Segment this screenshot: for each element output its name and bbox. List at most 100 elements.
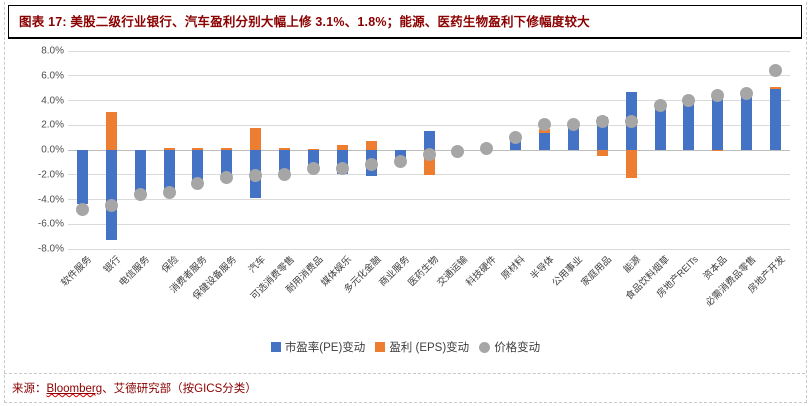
x-category-label: 保险	[159, 254, 181, 276]
eps-bar	[423, 150, 435, 175]
eps-bar	[596, 150, 608, 157]
pe-bar	[770, 89, 782, 150]
pe-bar	[683, 104, 695, 150]
price-dot	[335, 162, 349, 176]
gridline	[68, 199, 790, 200]
pe-bar	[654, 106, 666, 150]
price-dot	[740, 86, 754, 100]
eps-bar	[307, 148, 319, 150]
pe-bar	[221, 150, 233, 178]
eps-bar	[105, 111, 117, 150]
price-dot	[451, 144, 465, 158]
price-dot	[162, 185, 176, 199]
eps-bar	[712, 150, 724, 152]
gridline	[68, 50, 790, 52]
gridline	[68, 75, 790, 77]
pe-bar	[423, 131, 435, 150]
price-dot	[104, 199, 118, 213]
chart-legend: 市盈率(PE)变动 盈利 (EPS)变动 价格变动	[0, 339, 811, 355]
x-category-label: 原材料	[499, 254, 528, 283]
price-dot	[711, 89, 725, 103]
pe-bar	[336, 150, 348, 174]
x-category-label: 银行	[102, 254, 124, 276]
source-separator	[4, 373, 805, 374]
figure-title: 图表 17: 美股二级行业银行、汽车盈利分别大幅上修 3.1%、1.8%；能源、…	[19, 15, 590, 29]
price-dot	[566, 117, 580, 131]
gridline	[68, 174, 790, 176]
price-dot	[306, 162, 320, 176]
pe-bar	[307, 150, 319, 172]
pe-bar	[539, 132, 551, 150]
y-tick-label: 2.0%	[41, 119, 64, 131]
price-dot	[364, 158, 378, 172]
pe-bar	[163, 150, 175, 190]
eps-bar	[365, 141, 377, 150]
price-dot	[220, 170, 234, 184]
x-category-label: 公用事业	[550, 254, 586, 289]
x-category-label: 商业服务	[377, 254, 413, 289]
source-rest: 、艾德研究部（按GICS分类）	[102, 383, 257, 395]
plot-area	[68, 50, 790, 250]
source-line: 来源：Bloomberg、艾德研究部（按GICS分类）	[12, 380, 257, 396]
legend-item-eps: 盈利 (EPS)变动	[375, 339, 469, 355]
pe-bar	[712, 99, 724, 150]
eps-bar	[336, 145, 348, 150]
x-category-label: 能源	[621, 254, 644, 276]
price-dot	[393, 154, 407, 168]
pe-bar	[76, 150, 88, 205]
eps-legend-swatch-icon	[375, 342, 386, 352]
pe-legend-swatch-icon	[270, 342, 281, 352]
eps-bar	[163, 147, 175, 150]
eps-bar	[770, 86, 782, 90]
y-tick-label: 0.0%	[41, 144, 64, 156]
eps-bar	[279, 147, 291, 150]
gridline	[68, 248, 790, 250]
x-category-label: 交通运输	[435, 254, 470, 289]
figure-title-box: 图表 17: 美股二级行业银行、汽车盈利分别大幅上修 3.1%、1.8%；能源、…	[8, 5, 802, 39]
price-dot	[191, 176, 205, 190]
y-tick-label: 4.0%	[41, 95, 64, 106]
eps-bar	[250, 127, 262, 150]
gridline	[68, 100, 790, 101]
x-category-label: 科技硬件	[464, 254, 499, 289]
x-category-label: 汽车	[246, 254, 268, 276]
price-dot	[249, 169, 263, 183]
gridline	[68, 223, 790, 225]
price-dot	[682, 94, 696, 107]
gridline	[68, 124, 790, 126]
pe-bar	[105, 150, 117, 241]
eps-bar	[221, 147, 233, 150]
price-legend-swatch-icon	[479, 341, 491, 353]
eps-bar	[192, 147, 204, 150]
pe-bar	[134, 150, 146, 193]
price-dot	[653, 98, 667, 112]
y-tick-label: -4.0%	[37, 194, 64, 205]
price-dot	[624, 115, 638, 129]
legend-label-eps: 盈利 (EPS)变动	[389, 342, 470, 354]
price-dot	[75, 202, 89, 216]
price-dot	[595, 115, 609, 129]
pe-bar	[567, 125, 579, 150]
pe-bar	[596, 116, 608, 150]
legend-label-pe: 市盈率(PE)变动	[284, 342, 366, 354]
y-tick-label: -2.0%	[37, 169, 64, 181]
x-category-label: 电信服务	[117, 254, 153, 289]
y-tick-label: -8.0%	[37, 243, 64, 255]
legend-item-price: 价格变动	[479, 339, 540, 355]
y-tick-label: -6.0%	[37, 218, 64, 230]
legend-label-price: 价格变动	[494, 342, 541, 354]
price-dot	[278, 168, 292, 182]
pe-bar	[510, 140, 522, 150]
x-category-label: 医药生物	[406, 254, 441, 289]
eps-bar	[625, 150, 637, 179]
price-dot	[769, 64, 783, 78]
price-dot	[509, 131, 523, 145]
y-tick-label: 8.0%	[41, 45, 64, 57]
price-dot	[538, 117, 552, 131]
source-link[interactable]: Bloomberg	[46, 383, 103, 395]
eps-bar	[539, 128, 551, 133]
x-axis: 软件服务 银行 电信服务 保险 消费者服务 保健设备服务 汽车 可选消费零售 耐用消费品 媒体娱乐…	[60, 252, 790, 332]
source-label: 来源：	[12, 383, 47, 395]
